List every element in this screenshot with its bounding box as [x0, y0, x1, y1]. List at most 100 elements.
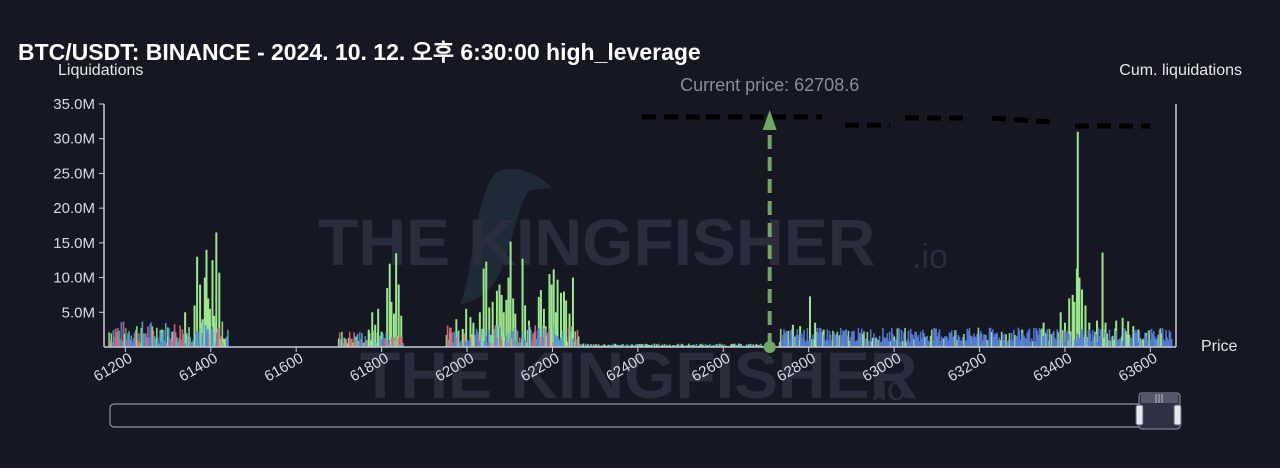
density-bar: [210, 328, 213, 347]
density-bar: [454, 331, 457, 347]
density-bar: [369, 340, 372, 347]
density-bar: [154, 338, 157, 347]
density-bar: [939, 341, 942, 347]
density-bar: [1096, 341, 1098, 347]
density-bar: [181, 329, 184, 347]
density-bar: [837, 335, 840, 347]
y-tick-label: 5.0M: [62, 304, 95, 321]
range-slider[interactable]: |||: [109, 392, 1182, 430]
density-bar: [1065, 332, 1067, 347]
range-slider-left-handle[interactable]: [1135, 404, 1144, 426]
density-bar: [1040, 328, 1043, 347]
density-bar: [1159, 328, 1162, 347]
density-bar: [494, 325, 497, 347]
density-bar: [224, 338, 227, 347]
density-bar: [197, 331, 199, 347]
density-bar: [876, 339, 879, 347]
density-bar: [833, 332, 835, 347]
density-bar: [1045, 333, 1047, 347]
liquidation-bar: [568, 313, 571, 347]
density-bar: [1164, 341, 1166, 347]
density-bar: [527, 325, 530, 347]
density-bar: [925, 336, 927, 347]
density-bar: [345, 339, 348, 347]
density-bar: [526, 330, 529, 347]
liquidation-bar: [196, 256, 199, 347]
density-bar: [1047, 340, 1050, 347]
density-bar: [1097, 327, 1100, 347]
density-bar: [635, 344, 638, 347]
density-bar: [1067, 340, 1070, 347]
liquidation-bar: [203, 277, 206, 347]
density-bar: [625, 344, 628, 347]
density-bar: [130, 335, 133, 347]
liquidation-bar: [539, 290, 542, 347]
density-bar: [144, 333, 147, 347]
density-bar: [507, 342, 510, 347]
density-bar: [791, 328, 793, 347]
density-bar: [917, 335, 920, 347]
density-bar: [999, 340, 1002, 347]
density-bar: [781, 340, 783, 347]
density-bar: [598, 344, 600, 347]
density-bar: [835, 333, 838, 347]
density-bar: [359, 338, 362, 347]
density-bar: [787, 330, 790, 347]
density-bar: [500, 335, 502, 347]
density-bar: [973, 333, 975, 347]
density-bar: [719, 343, 721, 347]
liquidation-bar: [205, 249, 208, 347]
density-bar: [887, 340, 890, 347]
density-bar: [716, 344, 719, 347]
density-bar: [540, 337, 542, 347]
density-bar: [1154, 336, 1156, 347]
density-bar: [641, 343, 643, 347]
density-bar: [1021, 332, 1024, 347]
liquidation-bar: [397, 284, 400, 347]
range-slider-grip-icon: |||: [1154, 394, 1163, 404]
density-bar: [1137, 342, 1140, 347]
liquidation-bar: [565, 300, 568, 347]
density-bar: [116, 332, 118, 347]
density-bar: [170, 339, 173, 347]
liquidation-bar: [469, 317, 472, 347]
density-bar: [886, 333, 889, 347]
range-slider-grip[interactable]: [1141, 393, 1178, 403]
density-bar: [134, 329, 137, 347]
density-bar: [1169, 332, 1172, 347]
density-bar: [713, 344, 716, 347]
density-bar: [176, 337, 178, 347]
density-bar: [929, 335, 932, 347]
density-bar: [217, 328, 219, 347]
density-bar: [129, 340, 131, 347]
density-bar: [511, 338, 513, 347]
density-bar: [496, 337, 499, 347]
density-bar: [354, 336, 357, 347]
density-bar: [866, 331, 869, 347]
density-bar: [545, 336, 548, 347]
density-bar: [1110, 336, 1113, 347]
density-bar: [515, 329, 518, 347]
density-bar: [146, 337, 148, 347]
density-bar: [1009, 339, 1012, 347]
density-bar: [956, 339, 959, 347]
density-bar: [1098, 336, 1101, 347]
density-bar: [367, 331, 370, 347]
density-bar: [162, 330, 165, 347]
density-bar: [1168, 330, 1171, 347]
range-slider-right-handle[interactable]: [1173, 404, 1182, 426]
liquidation-bar: [521, 258, 524, 347]
density-bar: [195, 331, 198, 347]
density-bar: [472, 326, 474, 347]
density-bar: [460, 340, 462, 347]
density-bar: [199, 328, 201, 347]
density-bar: [750, 343, 752, 347]
density-bar: [481, 328, 483, 347]
density-bar: [614, 344, 617, 347]
density-bar: [976, 333, 979, 347]
liquidation-bar: [1042, 322, 1045, 347]
density-bar: [453, 331, 456, 347]
range-slider-track[interactable]: [109, 403, 1182, 428]
liquidation-bar: [1121, 317, 1124, 347]
density-bar: [1149, 339, 1152, 347]
